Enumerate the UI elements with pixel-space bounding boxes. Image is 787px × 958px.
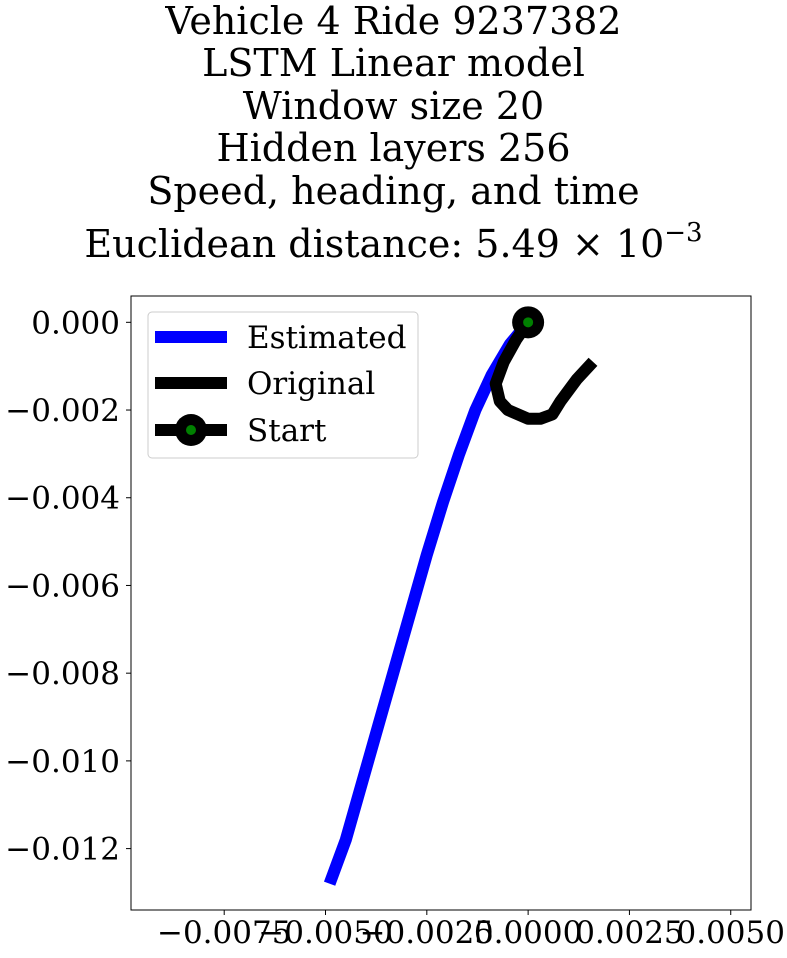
series-line-original <box>489 318 598 425</box>
legend-start-marker-center <box>186 425 196 435</box>
x-tick-label: 0.0000 <box>474 915 582 951</box>
distance-prefix: Euclidean distance: <box>84 222 476 267</box>
plot-frame <box>130 295 752 911</box>
title-line-3: Window size 20 <box>242 83 545 128</box>
distance-exponent: −3 <box>664 218 703 249</box>
distance-mantissa: 5.49 <box>475 222 560 267</box>
x-tick-label: 0.0050 <box>676 915 784 951</box>
series-line-estimated <box>323 318 533 886</box>
legend-label-original: Original <box>247 366 375 402</box>
title-line-distance: Euclidean distance: 5.49 × 10−3 <box>0 212 787 265</box>
x-tick-label: 0.0025 <box>575 915 683 951</box>
title-line-4: Hidden layers 256 <box>216 126 571 171</box>
title-line-5: Speed, heading, and time <box>147 168 640 213</box>
legend-label-estimated: Estimated <box>247 320 406 356</box>
start-marker-center <box>523 317 534 328</box>
y-tick-label: −0.012 <box>5 832 120 868</box>
x-tick-label: −0.0075 <box>157 915 291 951</box>
y-tick-label: −0.008 <box>5 656 120 692</box>
title-line-2: LSTM Linear model <box>202 41 585 86</box>
y-tick-label: 0.000 <box>31 305 120 341</box>
x-tick-label: −0.0050 <box>258 915 392 951</box>
legend-label-start: Start <box>247 413 327 449</box>
y-tick-label: −0.004 <box>5 481 120 517</box>
x-tick-label: −0.0025 <box>360 915 494 951</box>
y-tick-label: −0.010 <box>5 744 120 780</box>
y-tick-label: −0.006 <box>5 568 120 604</box>
chart-title: Vehicle 4 Ride 9237382 LSTM Linear model… <box>0 0 787 265</box>
legend-box <box>147 311 419 459</box>
y-tick-label: −0.002 <box>5 393 120 429</box>
distance-times: × 10 <box>559 222 665 267</box>
title-line-1: Vehicle 4 Ride 9237382 <box>165 0 622 43</box>
